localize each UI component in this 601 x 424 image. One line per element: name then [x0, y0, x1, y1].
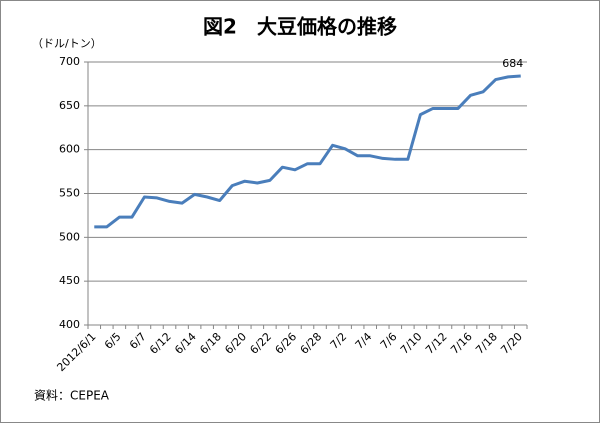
y-tick-label: 450 [59, 274, 80, 287]
y-tick-label: 500 [59, 230, 80, 243]
y-axis-label: （ドル/トン） [32, 37, 102, 50]
line-series [94, 74, 521, 229]
y-tick-label: 650 [59, 99, 80, 112]
y-tick-label: 700 [59, 55, 80, 68]
data-label: 684 [502, 57, 523, 70]
y-tick-label: 550 [59, 187, 80, 200]
source-note: 資料：CEPEA [34, 389, 110, 403]
y-tick-label: 600 [59, 143, 80, 156]
y-tick-label: 400 [59, 318, 80, 331]
chart-title: 図2 大豆価格の推移 [203, 15, 397, 39]
